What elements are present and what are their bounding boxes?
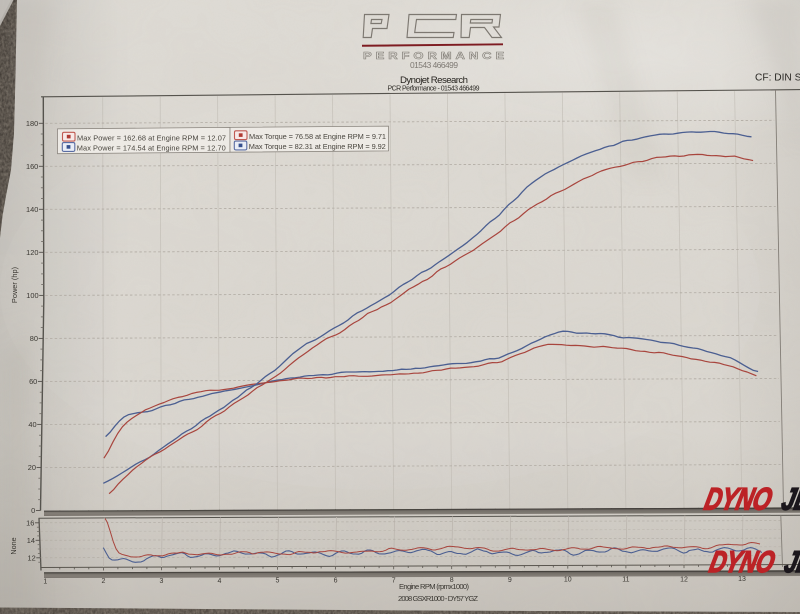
svg-text:60: 60: [29, 377, 37, 386]
svg-text:PERFORMANCE: PERFORMANCE: [363, 51, 505, 61]
svg-text:0: 0: [31, 506, 35, 515]
svg-text:13: 13: [738, 576, 746, 583]
svg-text:9: 9: [508, 577, 512, 584]
svg-text:140: 140: [26, 205, 38, 214]
svg-text:01543 466499: 01543 466499: [410, 60, 458, 70]
svg-text:14: 14: [27, 536, 35, 545]
svg-text:5: 5: [276, 578, 280, 585]
svg-text:80: 80: [30, 334, 38, 343]
svg-text:3: 3: [159, 578, 163, 585]
svg-text:7: 7: [392, 577, 396, 584]
svg-text:Max Power = 162.68 at Engine R: Max Power = 162.68 at Engine RPM = 12.07: [77, 133, 226, 142]
svg-text:CF: DIN Sm: CF: DIN Sm: [755, 73, 800, 84]
svg-text:Power (hp): Power (hp): [10, 267, 19, 303]
svg-text:1: 1: [43, 578, 47, 585]
svg-text:2: 2: [101, 578, 105, 585]
svg-text:4: 4: [218, 578, 222, 585]
svg-text:8: 8: [450, 577, 454, 584]
svg-text:Dynojet Research: Dynojet Research: [400, 75, 468, 86]
svg-text:11: 11: [622, 577, 629, 584]
svg-text:2008 GSXR1000 - DY57 YGZ: 2008 GSXR1000 - DY57 YGZ: [398, 594, 478, 603]
svg-text:Max Torque = 82.31 at Engine R: Max Torque = 82.31 at Engine RPM = 9.92: [249, 142, 386, 151]
svg-text:Max Power = 174.54 at Engine R: Max Power = 174.54 at Engine RPM = 12.70: [77, 144, 226, 153]
svg-text:160: 160: [26, 162, 38, 171]
svg-text:100: 100: [26, 291, 38, 300]
svg-text:120: 120: [26, 248, 38, 257]
svg-text:Max Torque = 76.58 at Engine R: Max Torque = 76.58 at Engine RPM = 9.71: [249, 132, 386, 141]
svg-text:10: 10: [564, 577, 572, 584]
svg-text:180: 180: [26, 119, 38, 128]
svg-text:12: 12: [27, 553, 35, 562]
svg-text:Engine RPM (rpmx1000): Engine RPM (rpmx1000): [399, 582, 469, 591]
svg-text:PCR Performance - 01543 466499: PCR Performance - 01543 466499: [388, 85, 480, 92]
svg-text:40: 40: [28, 420, 36, 429]
svg-text:16: 16: [26, 518, 34, 527]
svg-text:None: None: [9, 537, 18, 554]
svg-text:6: 6: [334, 577, 338, 584]
svg-text:DYNO: DYNO: [701, 482, 775, 516]
svg-text:DYNO: DYNO: [706, 545, 778, 578]
svg-text:12: 12: [680, 576, 688, 583]
svg-text:20: 20: [28, 463, 36, 472]
